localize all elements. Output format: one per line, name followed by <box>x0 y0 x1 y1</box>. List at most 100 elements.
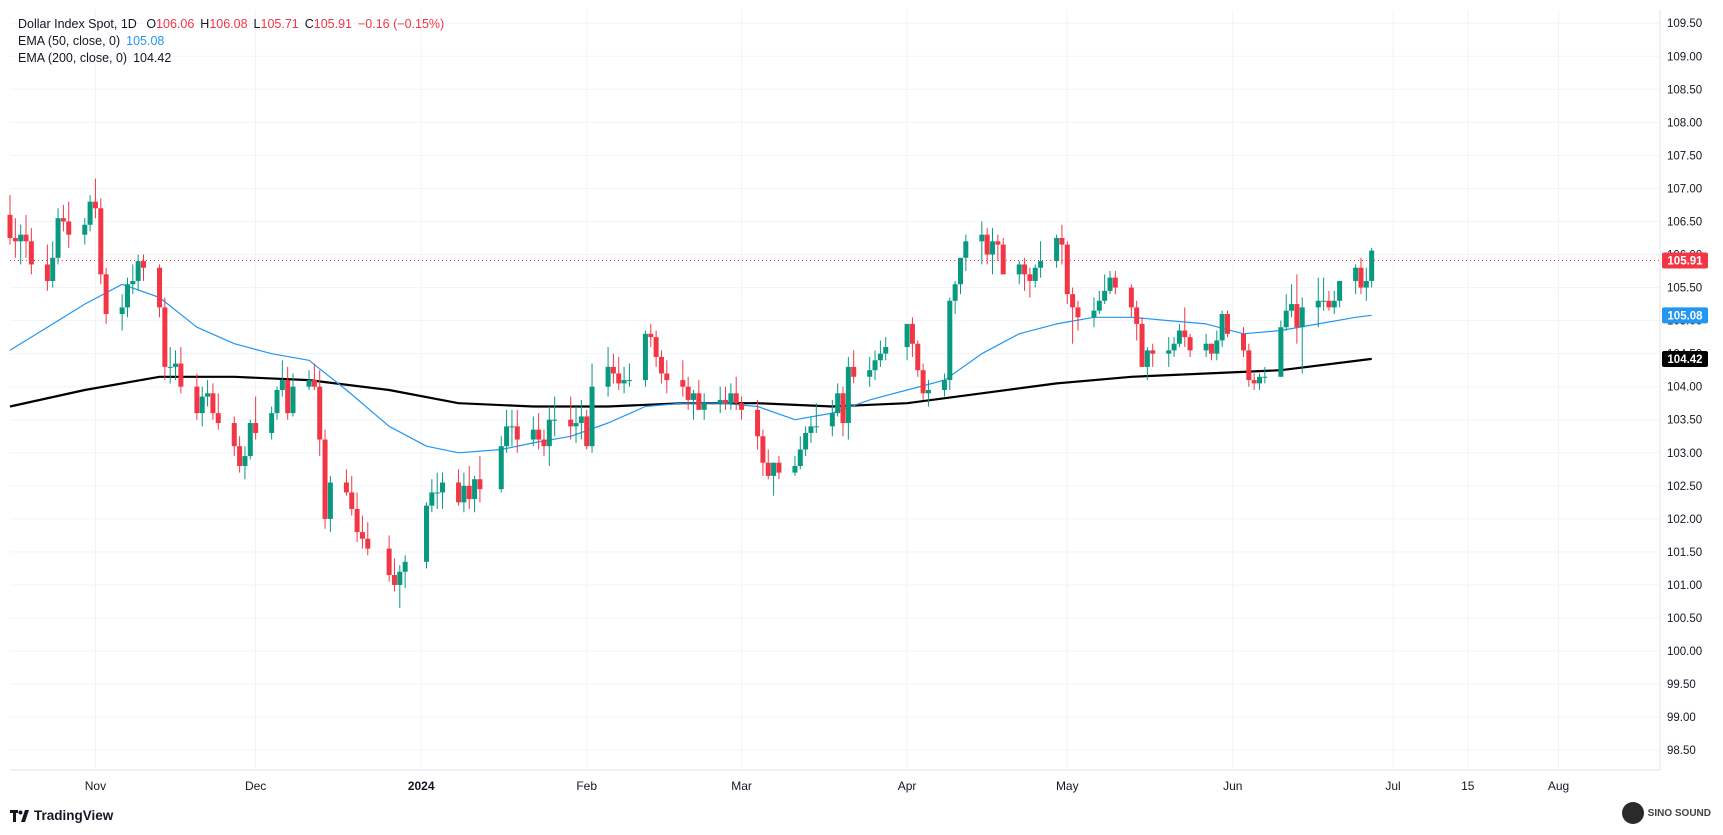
candle-body <box>317 386 323 440</box>
candle-body <box>285 380 291 414</box>
candle <box>845 356 851 440</box>
candle <box>1262 366 1268 384</box>
candle-body <box>386 548 392 576</box>
candle <box>797 436 803 470</box>
candle-body <box>322 439 328 519</box>
legend-low-value: 105.71 <box>260 17 299 31</box>
candle <box>178 347 184 394</box>
candle-body <box>424 505 430 562</box>
candle-body <box>808 426 814 433</box>
candle <box>231 416 237 457</box>
price-axis[interactable]: 109.50 109.00 108.50 108.00 107.50 107.00 106.… <box>1667 18 1702 757</box>
candle-body <box>1321 300 1327 302</box>
candle-body <box>1064 244 1070 295</box>
candle-body <box>167 366 173 368</box>
candle <box>658 350 664 384</box>
candle <box>456 469 462 506</box>
candle-body <box>1219 314 1225 341</box>
candle <box>963 234 969 272</box>
candle-body <box>653 337 659 357</box>
candle <box>140 254 146 281</box>
candle <box>1358 257 1364 295</box>
candle-body <box>941 380 947 390</box>
candle <box>616 356 622 390</box>
candle-body <box>311 380 317 387</box>
candle <box>365 522 371 556</box>
candle <box>215 393 221 430</box>
price-tick-label: 106.50 <box>1667 216 1702 228</box>
candle-body <box>621 380 627 384</box>
candle <box>1326 290 1332 311</box>
candle-body <box>642 333 648 381</box>
price-tick-label: 98.50 <box>1667 745 1696 757</box>
candle <box>434 472 440 509</box>
candle <box>877 340 883 367</box>
candle <box>1283 294 1289 331</box>
ema200-tag-label: 104.42 <box>1667 354 1702 366</box>
candle-body <box>157 267 163 308</box>
ema50-line <box>9 283 1372 454</box>
candle <box>253 396 259 440</box>
candle <box>1369 247 1375 288</box>
candle <box>546 406 552 466</box>
time-tick-label: 15 <box>1461 779 1475 793</box>
candle <box>728 383 734 410</box>
candle <box>7 195 13 245</box>
candle <box>1032 264 1038 288</box>
price-tick-label: 107.00 <box>1667 183 1702 195</box>
candle-body <box>909 323 915 344</box>
candle <box>514 409 520 453</box>
candle-body <box>173 363 179 367</box>
legend-symbol[interactable]: Dollar Index Spot <box>18 17 114 31</box>
legend-high-value: 106.08 <box>209 17 248 31</box>
candle <box>840 386 846 437</box>
time-axis[interactable]: Nov Dec 2024 Feb Mar Apr May Jun Jul 15 Aug <box>85 779 1569 793</box>
candle-body <box>701 403 707 410</box>
candle <box>626 363 632 387</box>
candle <box>904 323 910 361</box>
legend-main-row: Dollar Index Spot, 1D O106.06 H106.08 L105… <box>18 17 445 31</box>
candle-body <box>237 446 243 466</box>
candle-body <box>610 366 616 374</box>
candle <box>1054 234 1060 268</box>
legend-low-label: L <box>253 17 261 31</box>
candle-body <box>18 234 24 242</box>
last-price-tag-bg <box>1662 252 1708 269</box>
candle-body <box>28 241 34 265</box>
candle <box>1107 271 1113 295</box>
candle-body <box>247 423 253 457</box>
ema50-tag-label: 105.08 <box>1667 310 1703 322</box>
price-tick-label: 104.00 <box>1667 382 1702 394</box>
legend-ema200-row[interactable]: EMA (200, close, 0) 104.42 <box>18 50 444 67</box>
candle <box>124 277 130 318</box>
candle-body <box>472 479 478 500</box>
candle-body <box>1027 274 1033 281</box>
candle-body <box>194 386 200 414</box>
candle-body <box>242 456 248 466</box>
candle <box>920 363 926 400</box>
candle <box>851 350 857 384</box>
candle <box>995 234 1001 262</box>
candle <box>237 436 243 473</box>
candle-body <box>877 353 883 361</box>
candle <box>60 204 66 232</box>
candle <box>1294 274 1300 344</box>
candle <box>621 366 627 394</box>
candle <box>610 353 616 384</box>
legend-ema50-row[interactable]: EMA (50, close, 0) 105.08 <box>18 33 444 50</box>
candle-body <box>1283 310 1289 328</box>
legend-interval[interactable]: 1D <box>120 17 137 31</box>
candle-body <box>1208 343 1214 354</box>
candle <box>941 373 947 397</box>
candle-body <box>50 257 56 281</box>
candle <box>925 380 931 407</box>
candle <box>952 280 958 314</box>
tradingview-logo[interactable]: TradingView <box>10 808 113 823</box>
candle-body <box>87 201 93 225</box>
price-tick-label: 99.00 <box>1667 712 1696 724</box>
candle-body <box>1054 238 1060 262</box>
price-tick-label: 103.00 <box>1667 448 1702 460</box>
candle-body <box>210 393 216 414</box>
candle-body <box>690 393 696 400</box>
